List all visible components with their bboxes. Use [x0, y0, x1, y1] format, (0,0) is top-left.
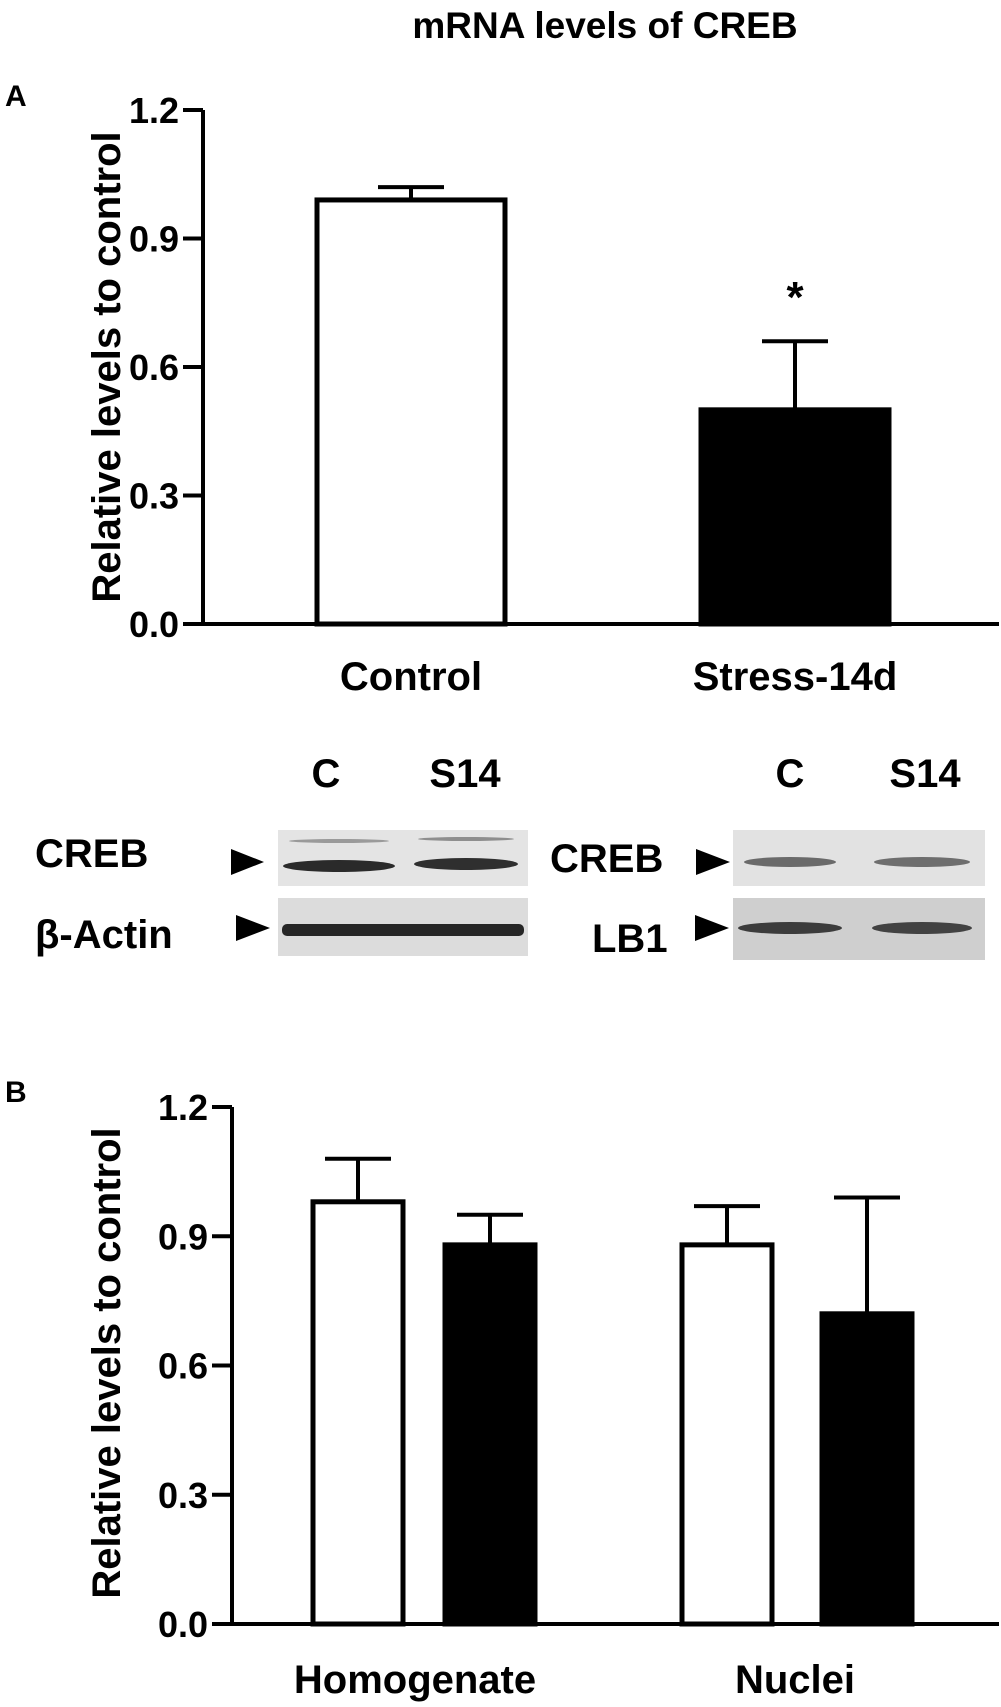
- blot-right-row-label-creb: CREB: [550, 837, 663, 881]
- chart-a-bars: [314, 185, 892, 627]
- chart-b-xtick-label-nuclei: Nuclei: [735, 1658, 855, 1702]
- y-tick-label: 0.0: [158, 1604, 208, 1645]
- chart-b-bars: [310, 1156, 915, 1627]
- blot-right-lb1-band-c: [738, 922, 842, 934]
- chart-a-bar-control: [314, 197, 508, 627]
- blot-right-lb1-arrow-icon: [695, 915, 729, 941]
- y-tick-label: 0.9: [129, 219, 179, 260]
- chart-b-ticks: 0.0 0.3 0.6 0.9 1.2: [158, 1087, 232, 1645]
- blot-left-lane-label-s14: S14: [429, 752, 501, 796]
- blot-left-actin-band: [282, 924, 524, 936]
- figure-title: mRNA levels of CREB: [412, 5, 797, 46]
- chart-b-bar-homogenate-black: [442, 1242, 538, 1627]
- blot-left-lane-label-c: C: [312, 752, 341, 796]
- chart-b-bar-nuclei-white: [679, 1242, 775, 1627]
- panel-letter-a: A: [5, 80, 27, 113]
- chart-a-xtick-label-control: Control: [340, 655, 482, 699]
- blot-left-creb-faint-band-s14: [418, 837, 514, 841]
- chart-a: Relative levels to control 0.0 0.3 0.6 0.9 1…: [85, 90, 999, 699]
- blot-left-creb-arrow-icon: [231, 849, 264, 875]
- chart-b-xtick-label-homogenate: Homogenate: [294, 1658, 536, 1702]
- blot-left-row-label-actin: β-Actin: [35, 913, 173, 957]
- western-blot-right: C S14 CREB LB1: [550, 752, 985, 961]
- y-tick-label: 0.3: [129, 476, 179, 517]
- blot-right-creb-band-c: [744, 857, 836, 867]
- y-tick-label: 0.3: [158, 1475, 208, 1516]
- blot-left-actin-arrow-icon: [236, 915, 270, 941]
- y-tick-label: 0.0: [129, 604, 179, 645]
- chart-a-y-axis-label: Relative levels to control: [85, 131, 129, 602]
- y-tick-label: 0.9: [158, 1216, 208, 1257]
- chart-a-bar-stress: [698, 407, 892, 627]
- chart-b: Relative levels to control 0.0 0.3 0.6 0.9 1…: [85, 1087, 999, 1702]
- panel-letter-b: B: [5, 1076, 27, 1109]
- chart-a-significance-star: *: [786, 273, 804, 322]
- chart-a-ticks: 0.0 0.3 0.6 0.9 1.2: [129, 90, 203, 645]
- blot-right-lb1-band-s14: [872, 922, 972, 934]
- y-tick-label: 0.6: [158, 1346, 208, 1387]
- y-tick-label: 1.2: [129, 90, 179, 131]
- western-blot-left: C S14 CREB β-Actin: [35, 752, 528, 957]
- blot-right-lane-label-c: C: [776, 752, 805, 796]
- blot-right-lane-label-s14: S14: [889, 752, 961, 796]
- blot-left-creb-band-c: [283, 860, 395, 872]
- blot-left-creb-faint-band-c: [289, 839, 389, 843]
- blot-left-row-label-creb: CREB: [35, 832, 148, 876]
- blot-left-creb-band-s14: [414, 858, 518, 870]
- blot-right-row-label-lb1: LB1: [592, 917, 668, 961]
- chart-b-bar-nuclei-black: [819, 1311, 915, 1627]
- blot-right-creb-band-s14: [874, 857, 970, 867]
- chart-b-y-axis-label: Relative levels to control: [85, 1127, 129, 1598]
- y-tick-label: 0.6: [129, 347, 179, 388]
- chart-a-xtick-label-stress: Stress-14d: [693, 655, 898, 699]
- chart-b-bar-homogenate-white: [310, 1199, 406, 1627]
- y-tick-label: 1.2: [158, 1087, 208, 1128]
- blot-right-creb-arrow-icon: [696, 849, 730, 875]
